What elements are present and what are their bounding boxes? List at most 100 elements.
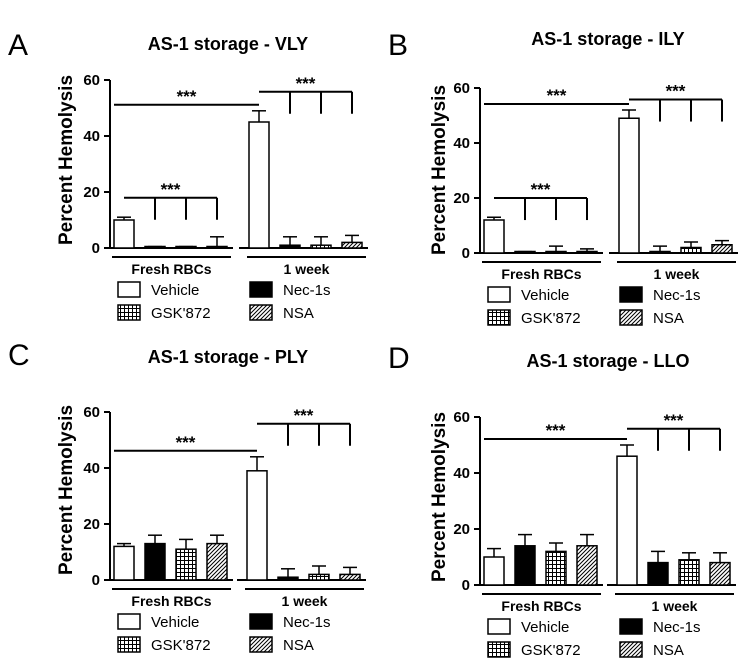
significance-stars: *** — [531, 180, 551, 199]
group-label: Fresh RBCs — [131, 261, 211, 277]
bar — [545, 550, 567, 586]
bar — [310, 244, 332, 249]
group-label: Fresh RBCs — [501, 598, 581, 614]
significance-stars: *** — [294, 406, 314, 425]
legend-label: Nec-1s — [653, 619, 701, 636]
bar — [175, 245, 197, 249]
bar — [206, 245, 228, 249]
y-tick-label: 60 — [453, 80, 470, 97]
legend-label: Vehicle — [151, 282, 199, 299]
y-tick-label: 20 — [83, 516, 100, 533]
bar — [711, 244, 733, 254]
bar — [144, 245, 166, 249]
group-label: 1 week — [282, 593, 328, 609]
bar — [576, 250, 598, 254]
panel-letter: D — [388, 342, 410, 375]
legend-swatch — [117, 613, 141, 630]
significance-stars: *** — [177, 87, 197, 106]
legend-swatch — [619, 641, 643, 658]
panel-letter: C — [8, 339, 30, 372]
group-label: 1 week — [654, 266, 700, 282]
bar — [206, 542, 228, 581]
significance-stars: *** — [664, 411, 684, 430]
bar — [175, 548, 197, 581]
y-tick-label: 60 — [83, 404, 100, 421]
significance-stars: *** — [161, 180, 181, 199]
panel-c: C AS-1 storage - PLY Percent Hemolysis 0 20 4… — [8, 339, 366, 654]
y-tick-label: 60 — [83, 72, 100, 89]
significance-stars: *** — [296, 74, 316, 93]
legend-label: NSA — [283, 637, 314, 654]
bar — [647, 561, 669, 586]
legend-swatch — [487, 641, 511, 658]
bar — [246, 470, 268, 581]
y-tick-label: 0 — [462, 245, 470, 262]
group-label: 1 week — [284, 261, 330, 277]
y-tick-label: 40 — [83, 460, 100, 477]
bar — [649, 250, 671, 254]
y-tick-label: 20 — [83, 184, 100, 201]
group-label: Fresh RBCs — [131, 593, 211, 609]
significance-stars: *** — [546, 421, 566, 440]
legend-swatch — [487, 286, 511, 303]
bar — [483, 556, 505, 586]
significance-stars: *** — [176, 433, 196, 452]
bar — [514, 545, 536, 586]
group-label: Fresh RBCs — [501, 266, 581, 282]
bar — [144, 542, 166, 581]
y-tick-label: 0 — [462, 577, 470, 594]
legend-label: Vehicle — [521, 287, 569, 304]
bar — [339, 573, 361, 581]
legend-swatch — [117, 281, 141, 298]
bar — [341, 241, 363, 249]
legend-label: NSA — [283, 305, 314, 322]
panel-d: D AS-1 storage - LLO Percent Hemolysis 0 20 4… — [388, 342, 736, 658]
y-tick-label: 20 — [453, 521, 470, 538]
bar — [308, 573, 330, 581]
bar — [545, 250, 567, 254]
panel-a: A AS-1 storage - VLY Percent Hemolysis 0 20 4… — [8, 29, 368, 322]
y-tick-label: 0 — [92, 240, 100, 257]
legend-swatch — [619, 618, 643, 635]
y-axis-label: Percent Hemolysis — [56, 75, 77, 245]
legend-swatch — [487, 618, 511, 635]
significance-stars: *** — [547, 86, 567, 105]
y-tick-label: 20 — [453, 190, 470, 207]
bar — [680, 246, 702, 254]
group-label: 1 week — [652, 598, 698, 614]
legend-label: Vehicle — [151, 614, 199, 631]
bar — [514, 250, 536, 254]
legend-label: GSK'872 — [521, 642, 581, 658]
legend-label: Nec-1s — [653, 287, 701, 304]
chart-title: AS-1 storage - VLY — [148, 34, 308, 54]
bar — [113, 219, 135, 249]
legend-swatch — [487, 309, 511, 326]
panel-b: B AS-1 storage - ILY Percent Hemolysis 0 20 4… — [388, 29, 738, 327]
panel-letter: B — [388, 29, 408, 62]
legend-swatch — [249, 613, 273, 630]
chart-title: AS-1 storage - PLY — [148, 347, 308, 367]
y-tick-label: 60 — [453, 409, 470, 426]
y-tick-label: 40 — [453, 135, 470, 152]
legend-label: Nec-1s — [283, 282, 331, 299]
legend-swatch — [249, 304, 273, 321]
legend-swatch — [117, 304, 141, 321]
chart-title: AS-1 storage - ILY — [531, 29, 684, 49]
legend-label: NSA — [653, 642, 684, 658]
y-axis-label: Percent Hemolysis — [429, 85, 450, 255]
bar — [618, 117, 640, 254]
panel-letter: A — [8, 29, 28, 62]
y-tick-label: 40 — [453, 465, 470, 482]
significance-stars: *** — [666, 82, 686, 101]
legend-label: GSK'872 — [521, 310, 581, 327]
y-axis-label: Percent Hemolysis — [429, 412, 450, 582]
legend-swatch — [249, 636, 273, 653]
chart-title: AS-1 storage - LLO — [526, 351, 689, 371]
bar — [576, 545, 598, 586]
legend-label: Vehicle — [521, 619, 569, 636]
bar — [709, 561, 731, 586]
bar — [248, 121, 270, 249]
bar — [277, 576, 299, 581]
legend-swatch — [619, 309, 643, 326]
